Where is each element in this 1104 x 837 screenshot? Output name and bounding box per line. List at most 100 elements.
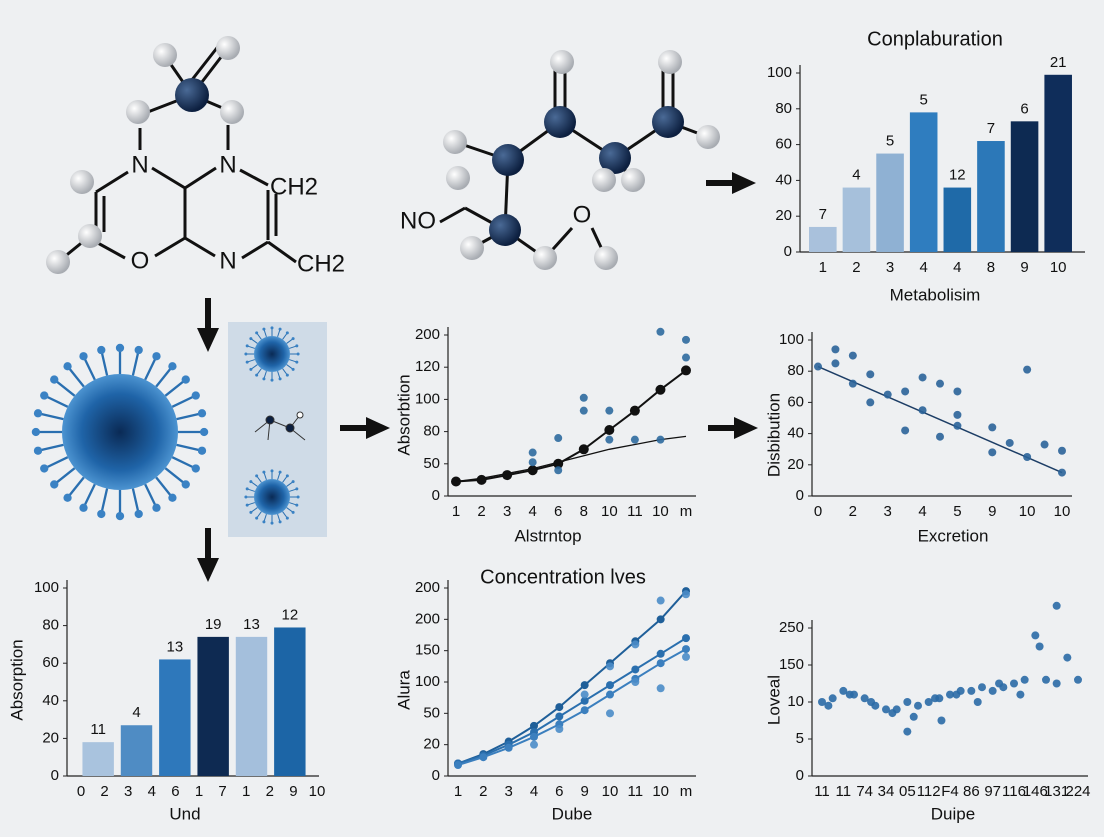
scatter-point <box>909 712 918 721</box>
virus-spike-tip <box>63 493 72 502</box>
x-axis-label: Metabolisim <box>890 285 981 304</box>
x-tick-label: 3 <box>884 503 892 520</box>
virus-spike-tip <box>97 345 106 355</box>
trend-line <box>817 365 1063 474</box>
virus-spike-tip <box>296 352 300 356</box>
scatter-point <box>936 432 944 441</box>
x-tick-label: 5 <box>953 503 961 520</box>
scatter-point <box>903 698 912 706</box>
scatter-point <box>656 327 665 336</box>
scatter-point <box>1020 675 1029 684</box>
molecule-2 <box>439 68 709 260</box>
scatter-point <box>631 640 640 649</box>
scatter-point <box>831 345 840 354</box>
x-tick-label: 2 <box>852 259 860 276</box>
bar <box>82 742 114 776</box>
y-axis-label: Alura <box>394 670 413 710</box>
bar-note: 7 <box>819 206 827 223</box>
series-marker <box>604 424 615 435</box>
x-tick-label: 6 <box>171 783 179 800</box>
virus-spike-tip <box>244 352 248 356</box>
x-tick-label: 8 <box>580 503 588 520</box>
x-tick-label: 116 <box>1002 783 1026 800</box>
y-tick-label: 20 <box>423 736 440 753</box>
y-tick-label: 100 <box>415 673 440 690</box>
scatter-point <box>1010 679 1018 688</box>
y-tick-label: 10 <box>787 693 804 710</box>
scatter-point <box>839 686 848 695</box>
x-tick-label: 34 <box>878 783 895 800</box>
y-tick-label: 0 <box>432 767 440 784</box>
y-tick-label: 200 <box>415 610 440 627</box>
virus-spike <box>37 412 64 421</box>
scatter-point <box>901 387 910 396</box>
virus-spike-tip <box>245 503 249 507</box>
atom-label: N <box>219 151 236 178</box>
scatter-point <box>605 406 614 415</box>
x-tick-label: 4 <box>918 503 926 520</box>
virus-spike-tip <box>152 503 161 512</box>
panel-molecule <box>254 411 306 441</box>
y-tick-label: 20 <box>787 456 804 473</box>
virus-spike <box>131 349 140 376</box>
x-tick-label: 3 <box>124 783 132 800</box>
x-tick-label: 74 <box>856 783 873 800</box>
series-line <box>455 435 687 483</box>
x-tick-label: 4 <box>920 259 928 276</box>
virus-spike-tip <box>152 352 161 361</box>
x-tick-label: 0 <box>814 503 822 520</box>
virus-spike-tip <box>278 377 282 381</box>
virus-spike-tip <box>50 480 59 489</box>
series-marker <box>479 753 488 762</box>
y-tick-label: 80 <box>423 423 440 440</box>
virus-spike-tip <box>249 480 253 484</box>
virus-spike <box>100 488 109 515</box>
atom-label: N <box>131 151 148 178</box>
virus-spike-tip <box>270 469 274 473</box>
scatter-point <box>978 683 986 692</box>
x-tick-label: 11 <box>836 783 852 800</box>
series-marker <box>629 405 640 416</box>
chart: Excretion Disbibution 0 20 40 60 80 100 0 2 3 4 5 9 10… <box>764 331 1072 545</box>
x-tick-label: 10 <box>1050 259 1067 276</box>
bar-note: 11 <box>90 721 106 738</box>
bar-note: 21 <box>1050 54 1067 71</box>
scatter-point <box>931 694 940 703</box>
virus-spike-tip <box>262 470 266 474</box>
virus-body <box>62 374 178 490</box>
x-tick-label: 97 <box>984 783 1001 800</box>
y-tick-label: 200 <box>415 326 440 343</box>
virus-spike-tip <box>285 373 289 377</box>
scatter-point <box>580 690 589 699</box>
y-tick-label: 60 <box>775 136 792 153</box>
x-tick-label: 86 <box>963 783 980 800</box>
series-marker <box>656 659 665 668</box>
y-tick-label: 40 <box>775 171 792 188</box>
virus-spike-tip <box>33 446 43 455</box>
bar <box>235 636 268 776</box>
series-marker <box>502 470 513 481</box>
virus-spike <box>53 467 76 486</box>
x-tick-label: 8 <box>987 259 995 276</box>
virus-spike-tip <box>197 446 207 455</box>
scatter-point <box>682 353 690 362</box>
virus-spike-tip <box>270 521 274 525</box>
bar <box>120 725 153 776</box>
atom-label: O <box>131 247 150 274</box>
series-marker <box>476 474 487 485</box>
y-tick-label: 0 <box>784 243 792 260</box>
virus-spike <box>82 355 96 381</box>
scatter-point <box>1031 631 1040 640</box>
scatter-point <box>554 434 563 443</box>
virus-spike-tip <box>134 345 143 355</box>
bar <box>876 153 904 252</box>
x-tick-label: 9 <box>580 783 588 800</box>
virus-body <box>254 479 290 515</box>
y-tick-label: 0 <box>51 767 59 784</box>
series-marker <box>530 721 538 730</box>
series-marker <box>682 634 690 643</box>
x-tick-label: 4 <box>148 783 156 800</box>
bar-note: 13 <box>166 638 183 655</box>
